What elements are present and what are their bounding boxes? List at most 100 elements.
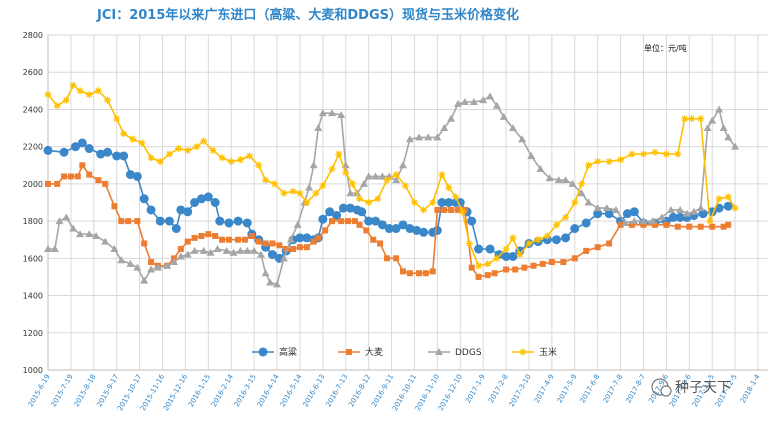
data-point	[44, 91, 52, 99]
data-point	[651, 148, 659, 156]
data-point	[164, 216, 174, 226]
data-point	[176, 252, 185, 260]
data-point	[314, 124, 323, 132]
data-point	[594, 158, 602, 166]
data-point	[102, 180, 109, 187]
data-point	[434, 206, 441, 213]
data-point	[530, 262, 537, 269]
data-point	[534, 236, 542, 244]
data-point	[269, 240, 276, 247]
data-point	[432, 225, 442, 235]
data-point	[85, 230, 94, 238]
data-point	[206, 248, 215, 256]
data-point	[86, 171, 93, 178]
data-point	[570, 224, 580, 234]
data-point	[233, 216, 243, 226]
data-point	[416, 270, 423, 277]
data-point	[411, 198, 418, 207]
data-point	[296, 189, 304, 197]
data-point	[262, 176, 270, 184]
data-point	[651, 221, 658, 228]
data-point	[648, 217, 657, 225]
data-point	[205, 231, 212, 238]
data-point	[141, 240, 148, 247]
data-point	[527, 151, 536, 159]
data-point	[493, 254, 501, 262]
data-point	[438, 171, 446, 179]
y-tick-label: 2600	[23, 68, 43, 77]
data-point	[117, 256, 126, 264]
data-point	[235, 236, 242, 243]
x-tick-label: 2016-8-12	[347, 373, 372, 408]
data-point	[54, 180, 61, 187]
series-0	[43, 138, 733, 263]
data-point	[101, 237, 110, 245]
data-point	[731, 142, 740, 150]
data-point	[155, 216, 165, 226]
unit-note: 单位：元/吨	[644, 43, 687, 53]
data-point	[689, 207, 698, 215]
data-point	[322, 227, 329, 234]
data-point	[401, 182, 409, 190]
data-point	[218, 154, 226, 162]
data-point	[61, 173, 68, 180]
data-point	[674, 150, 682, 158]
data-point	[190, 198, 200, 207]
data-point	[377, 220, 387, 230]
data-point	[420, 206, 428, 214]
legend-item: 大麦	[338, 346, 383, 358]
data-point	[371, 216, 381, 226]
x-tick-label: 2017-5-9	[556, 373, 579, 405]
data-point	[198, 233, 205, 239]
data-point	[212, 233, 219, 239]
data-point	[475, 262, 483, 270]
data-point	[474, 244, 484, 254]
data-point	[606, 240, 613, 247]
data-point	[629, 221, 636, 228]
data-point	[303, 244, 310, 251]
data-point	[454, 206, 461, 213]
data-point	[562, 213, 570, 221]
series-2	[44, 92, 740, 288]
data-point	[628, 150, 636, 158]
data-point	[688, 115, 696, 123]
data-point	[581, 218, 591, 228]
data-point	[280, 189, 288, 197]
data-point	[518, 135, 527, 143]
data-point	[174, 144, 183, 153]
data-point	[120, 130, 128, 138]
data-point	[697, 115, 705, 123]
data-point	[319, 182, 327, 190]
data-point	[377, 240, 384, 247]
data-point	[146, 205, 156, 215]
watermark-text: 种子天下	[675, 380, 731, 396]
data-point	[392, 176, 401, 184]
data-point	[215, 216, 225, 226]
data-point	[571, 198, 579, 207]
data-point	[183, 250, 192, 258]
data-point	[543, 232, 551, 240]
x-tick-label: 2016-3-15	[233, 373, 258, 408]
series-3	[44, 81, 739, 270]
data-point	[342, 169, 350, 177]
data-point	[571, 255, 578, 262]
data-point	[584, 198, 593, 206]
data-point	[283, 246, 290, 253]
data-point	[103, 147, 113, 157]
data-point	[525, 239, 533, 247]
data-point	[337, 111, 346, 119]
data-point	[92, 232, 101, 239]
data-point	[210, 198, 220, 207]
x-tick-label: 2015-6-19	[27, 373, 52, 408]
data-point	[364, 172, 373, 180]
data-point	[257, 250, 265, 258]
data-point	[725, 221, 732, 228]
data-point	[312, 189, 320, 197]
x-tick-label: 2016-12-10	[437, 373, 464, 412]
chart-title: JCI：2015年以来广东进口（高粱、大麦和DDGS）现货与玉米价格变化	[96, 7, 519, 23]
data-point	[69, 81, 77, 89]
data-point	[703, 124, 712, 132]
data-point	[309, 161, 318, 169]
data-point	[243, 246, 252, 254]
series	[43, 81, 740, 288]
